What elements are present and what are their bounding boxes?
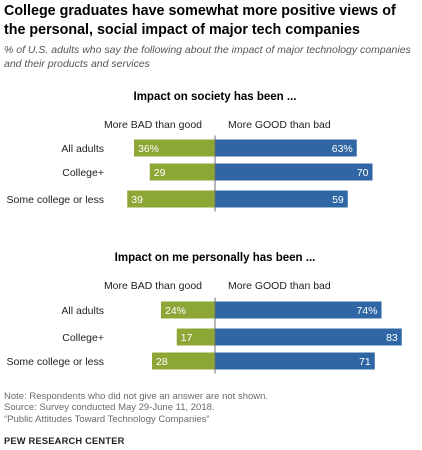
bar-bad (176, 328, 215, 346)
note-line: Note: Respondents who did not give an an… (4, 391, 269, 402)
panel-title: Impact on society has been ... (134, 91, 297, 103)
bar-bad-value: 24% (165, 305, 186, 317)
legend-bad-label: More BAD than good (104, 280, 202, 292)
bar-bad-value: 36% (138, 143, 159, 155)
bar-good-value: 70 (357, 167, 369, 179)
source-line: Source: Survey conducted May 29-June 11,… (4, 402, 215, 414)
report-line: “Public Attitudes Toward Technology Comp… (4, 413, 210, 425)
panel-title: Impact on me personally has been ... (115, 252, 316, 264)
category-label: College+ (62, 332, 104, 344)
bar-good-value: 71 (359, 356, 371, 368)
bar-good-value: 59 (332, 194, 344, 206)
legend-bad-label: More BAD than good (104, 119, 202, 131)
bar-bad-value: 29 (154, 167, 166, 179)
bar-good (215, 352, 375, 370)
category-label: Some college or less (7, 194, 104, 206)
bar-bad-value: 39 (131, 194, 143, 206)
diverging-bar-chart: Impact on society has been ... More BAD t… (7, 91, 402, 374)
bar-good (215, 139, 357, 157)
bar-good-value: 83 (386, 332, 398, 344)
legend-good-label: More GOOD than bad (228, 119, 331, 131)
pew-credit: PEW RESEARCH CENTER (4, 436, 125, 446)
bar-bad-value: 28 (156, 356, 168, 368)
bar-bad (134, 139, 215, 157)
chart-subtitle: % of U.S. adults who say the following a… (4, 44, 411, 70)
bar-bad (149, 163, 215, 181)
chart-title: College graduates have somewhat more pos… (4, 3, 396, 38)
category-label: Some college or less (7, 356, 104, 368)
bar-good (215, 163, 373, 181)
bar-bad (161, 301, 215, 319)
chart-notes: Note: Respondents who did not give an an… (4, 391, 268, 425)
category-label: All adults (61, 143, 104, 155)
legend-good-label: More GOOD than bad (228, 280, 331, 292)
bar-bad-value: 17 (181, 332, 193, 344)
bar-good (215, 328, 402, 346)
bar-good-value: 63% (332, 143, 353, 155)
category-label: College+ (62, 167, 104, 179)
bar-bad (127, 190, 215, 208)
bar-good (215, 190, 348, 208)
bar-bad (152, 352, 215, 370)
category-label: All adults (61, 305, 104, 317)
bar-good-value: 74% (356, 305, 377, 317)
bar-good (215, 301, 382, 319)
